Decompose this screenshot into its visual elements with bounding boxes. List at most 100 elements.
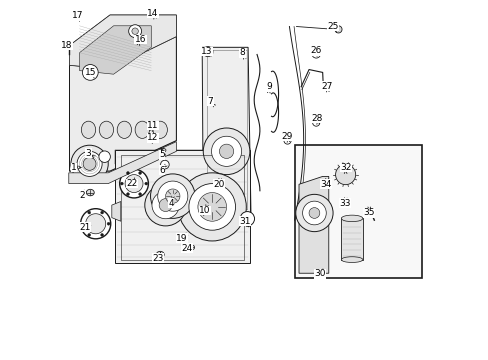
Text: 35: 35 [363,208,374,217]
Ellipse shape [341,215,362,222]
Circle shape [144,182,147,185]
Text: 31: 31 [239,217,250,226]
Circle shape [158,181,187,211]
Circle shape [99,151,110,162]
Circle shape [311,49,320,58]
Circle shape [107,222,110,225]
Text: 24: 24 [181,244,192,253]
Circle shape [308,208,319,219]
Circle shape [85,214,105,234]
Text: 16: 16 [135,35,146,44]
Polygon shape [69,15,176,171]
Circle shape [284,137,290,144]
Text: 30: 30 [313,269,325,278]
Circle shape [81,222,84,225]
Circle shape [101,234,103,237]
Circle shape [139,193,142,195]
Ellipse shape [156,251,164,258]
Text: 34: 34 [320,180,331,189]
Text: 25: 25 [327,22,339,31]
Polygon shape [115,149,249,164]
Text: 13: 13 [201,47,212,56]
Circle shape [200,203,213,216]
Circle shape [71,145,108,183]
Text: 12: 12 [147,133,159,142]
Circle shape [82,64,98,80]
Circle shape [132,28,138,35]
Circle shape [203,46,212,57]
Ellipse shape [86,189,94,196]
Text: 11: 11 [147,121,159,130]
Text: 26: 26 [310,46,321,55]
Circle shape [160,160,169,169]
Circle shape [150,174,195,219]
Circle shape [335,165,355,185]
Polygon shape [69,37,176,171]
Text: 14: 14 [147,9,159,18]
Circle shape [101,211,103,214]
Polygon shape [115,149,249,263]
Text: 27: 27 [321,82,332,91]
Text: 28: 28 [311,114,322,123]
Text: 3: 3 [85,149,91,158]
Text: 17: 17 [72,11,83,20]
Text: 2: 2 [80,190,85,199]
Polygon shape [69,141,176,184]
Text: 33: 33 [339,199,350,208]
Ellipse shape [74,12,81,18]
Circle shape [295,194,332,231]
Circle shape [88,234,90,237]
Circle shape [334,26,341,33]
Circle shape [198,193,226,221]
Circle shape [126,193,129,195]
Text: 7: 7 [207,96,213,105]
Ellipse shape [81,121,96,138]
Text: 29: 29 [281,132,292,141]
Circle shape [219,144,233,158]
Circle shape [128,25,142,38]
Circle shape [178,173,246,241]
Ellipse shape [153,121,167,138]
Circle shape [120,182,123,185]
Ellipse shape [341,257,362,262]
Circle shape [77,151,102,176]
Text: 32: 32 [339,163,350,172]
Circle shape [240,212,254,226]
Ellipse shape [117,121,131,138]
Text: 23: 23 [152,254,164,263]
Ellipse shape [188,245,194,250]
Circle shape [165,189,180,203]
Circle shape [159,199,172,212]
Circle shape [312,119,319,126]
Text: 4: 4 [168,199,173,208]
Text: 8: 8 [239,48,245,57]
Polygon shape [80,26,151,74]
Text: 10: 10 [199,206,210,215]
Circle shape [203,128,249,175]
Circle shape [88,211,90,214]
Ellipse shape [369,209,373,212]
Text: 5: 5 [159,150,164,159]
Circle shape [81,209,110,239]
Text: 21: 21 [79,223,90,232]
Circle shape [152,192,179,219]
Polygon shape [112,202,121,221]
Circle shape [125,175,142,193]
Polygon shape [202,47,250,213]
Circle shape [126,172,129,175]
Polygon shape [298,176,328,273]
Circle shape [211,136,241,166]
Text: 9: 9 [266,82,272,91]
Circle shape [83,157,96,170]
Circle shape [144,184,186,226]
Bar [294,145,421,278]
Circle shape [139,172,142,175]
Text: 20: 20 [213,180,224,189]
Circle shape [120,169,148,198]
Bar [341,219,362,260]
Ellipse shape [161,148,165,152]
Circle shape [302,201,325,225]
Text: 15: 15 [84,68,96,77]
Polygon shape [69,15,176,69]
Text: 1: 1 [71,163,77,172]
